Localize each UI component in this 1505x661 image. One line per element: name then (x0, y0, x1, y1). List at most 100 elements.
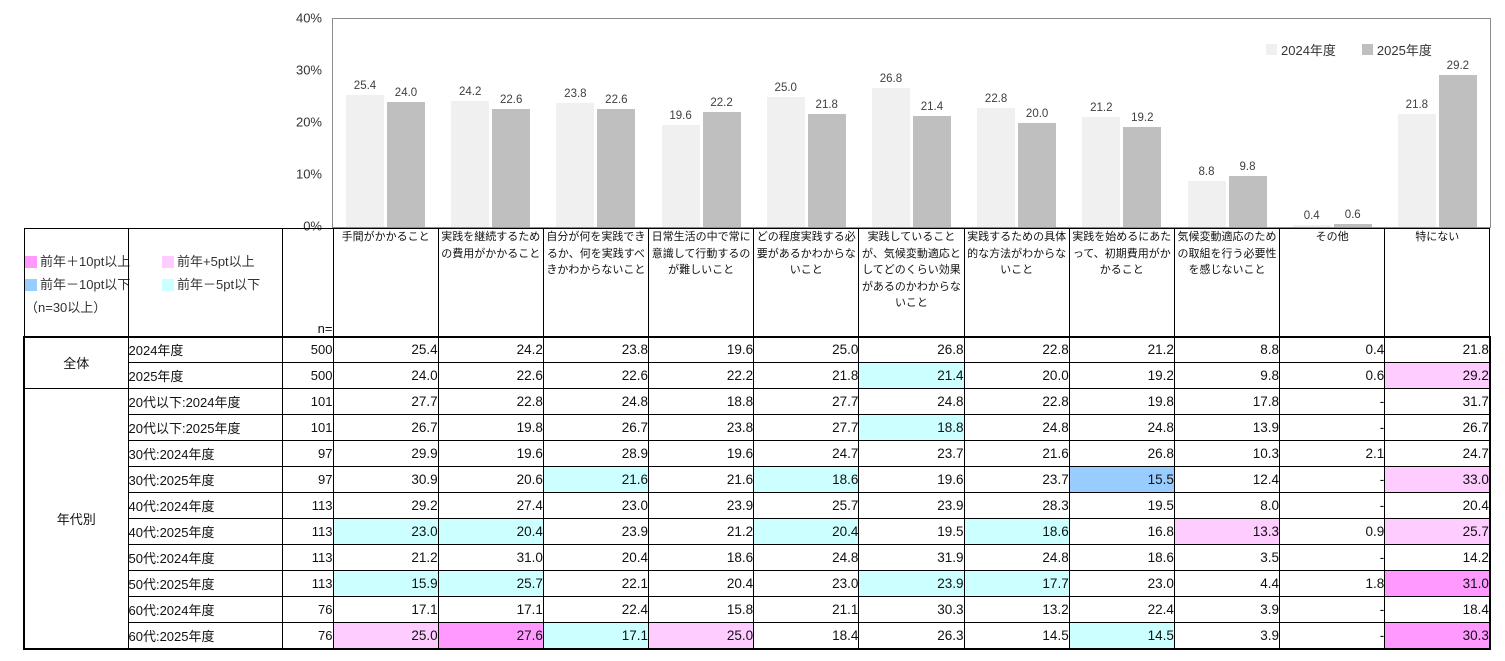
value-cell: 24.8 (858, 388, 965, 415)
value-cell: 24.8 (1068, 414, 1175, 441)
table-row: 2025年度 500 24.0 22.6 22.6 22.2 21.8 21.4 20.0 19.… (24, 362, 1491, 389)
n-value-cell: 97 (281, 466, 334, 493)
value-cell: 27.4 (437, 492, 544, 519)
value-cell: 18.8 (648, 388, 755, 415)
bar-series-2 (597, 109, 636, 227)
value-cell: 19.5 (858, 518, 965, 545)
value-cell: 20.4 (648, 570, 755, 597)
row-label-cell: 20代以下:2024年度 (127, 388, 283, 415)
bar-value-label: 0.4 (1303, 209, 1320, 222)
table-row: 30代:2025年度 97 30.9 20.6 21.6 21.6 18.6 19.6 23.7… (24, 466, 1491, 493)
value-cell: 18.6 (753, 466, 860, 493)
row-label-cell: 60代:2025年度 (127, 622, 283, 649)
value-cell: 24.8 (753, 544, 860, 571)
legend-swatch-icon (1361, 44, 1373, 55)
value-cell: 19.5 (1068, 492, 1175, 519)
value-cell: 24.7 (753, 440, 860, 467)
header-spacer-group (23, 228, 129, 337)
table-row: 40代:2025年度 113 23.0 20.4 23.9 21.2 20.4 19.5 18.… (24, 518, 1491, 545)
value-cell: 2.1 (1279, 440, 1386, 467)
value-cell: 23.9 (858, 570, 965, 597)
group-cell: 年代別 (23, 388, 129, 649)
row-label-cell: 2025年度 (127, 362, 283, 389)
row-label-cell: 30代:2024年度 (127, 440, 283, 467)
value-cell: 23.7 (858, 440, 965, 467)
value-cell: 22.8 (437, 388, 544, 415)
chart-legend-item: 2024年度 (1266, 40, 1336, 59)
bar-series-1 (556, 103, 595, 227)
value-cell: 15.5 (1068, 466, 1175, 493)
category-slot: 21.2 19.2 (1069, 19, 1174, 227)
n-value-cell: 76 (281, 622, 334, 649)
value-cell: 25.7 (1384, 518, 1491, 545)
y-tick-label: 10% (295, 166, 322, 182)
value-cell: 22.8 (963, 388, 1070, 415)
row-label-cell: 40代:2025年度 (127, 518, 283, 545)
bar-series-1 (977, 108, 1016, 227)
bar-series-2 (1333, 223, 1372, 227)
bar-value-label: 23.8 (564, 88, 587, 101)
value-cell: 26.7 (1384, 414, 1491, 441)
value-cell: 22.6 (542, 362, 650, 389)
value-cell: 31.0 (1384, 570, 1491, 597)
value-cell: 8.8 (1173, 336, 1281, 363)
value-cell: 26.8 (1068, 440, 1175, 467)
bar-series-2 (912, 115, 951, 227)
row-label-cell: 30代:2025年度 (127, 466, 283, 493)
table-row: 年代別 20代以下:2024年度 101 27.7 22.8 24.8 18.8 27.7 24… (23, 388, 1491, 649)
value-cell: 14.5 (963, 622, 1070, 649)
value-cell: 27.7 (753, 414, 860, 441)
value-cell: 30.3 (1384, 622, 1491, 649)
value-cell: 22.4 (1068, 596, 1175, 623)
value-cell: 14.5 (1068, 622, 1175, 649)
value-cell: 3.9 (1173, 596, 1281, 623)
category-header-cell: 実践していることが、気候変動適応としてどのくらい効果があるのかわからないこと (858, 228, 965, 337)
bar-value-label: 21.8 (1405, 98, 1429, 111)
bar-series-1 (451, 101, 490, 227)
value-cell: 31.9 (858, 544, 965, 571)
row-label-cell: 50代:2025年度 (127, 570, 283, 597)
value-cell: 30.9 (332, 466, 439, 493)
category-header-cell: その他 (1279, 228, 1386, 337)
value-cell: 4.4 (1173, 570, 1281, 597)
value-cell: 18.6 (648, 544, 755, 571)
value-cell: 26.8 (858, 336, 965, 363)
value-cell: 21.1 (753, 596, 860, 623)
n-value-cell: 97 (281, 440, 334, 467)
value-cell: 19.6 (858, 466, 965, 493)
value-cell: 20.6 (437, 466, 544, 493)
value-cell: 10.3 (1173, 440, 1281, 467)
value-cell: 33.0 (1384, 466, 1491, 493)
n-value-cell: 113 (281, 570, 334, 597)
bar-value-label: 22.6 (605, 94, 628, 107)
y-tick-label: 30% (295, 62, 322, 78)
bar-value-label: 24.2 (458, 86, 482, 99)
value-cell: 23.9 (542, 518, 650, 545)
value-cell: 23.0 (542, 492, 650, 519)
value-cell: 23.9 (648, 492, 755, 519)
value-cell: 30.3 (858, 596, 965, 623)
value-cell: 19.6 (437, 440, 544, 467)
row-label-cell: 50代:2024年度 (127, 544, 283, 571)
category-slot: 19.6 22.2 (649, 19, 754, 227)
value-cell: 17.1 (437, 596, 544, 623)
value-cell: 17.1 (332, 596, 439, 623)
bar-series-1 (1397, 113, 1436, 227)
value-cell: - (1279, 466, 1386, 493)
value-cell: 22.4 (542, 596, 650, 623)
bar-series-2 (1123, 127, 1162, 227)
value-cell: 19.6 (648, 336, 755, 363)
value-cell: 0.4 (1279, 336, 1386, 363)
bar-value-label: 25.0 (774, 82, 797, 94)
value-cell: 23.8 (648, 414, 755, 441)
value-cell: - (1279, 544, 1386, 571)
bar-series-1 (1187, 181, 1226, 227)
value-cell: 25.7 (753, 492, 860, 519)
bar-series-2 (1018, 123, 1057, 227)
value-cell: 18.4 (753, 622, 860, 649)
category-slot: 22.8 20.0 (964, 19, 1069, 227)
value-cell: 19.2 (1068, 362, 1175, 389)
value-cell: 21.6 (648, 466, 755, 493)
value-cell: 18.6 (1068, 544, 1175, 571)
value-cell: 26.7 (332, 414, 439, 441)
